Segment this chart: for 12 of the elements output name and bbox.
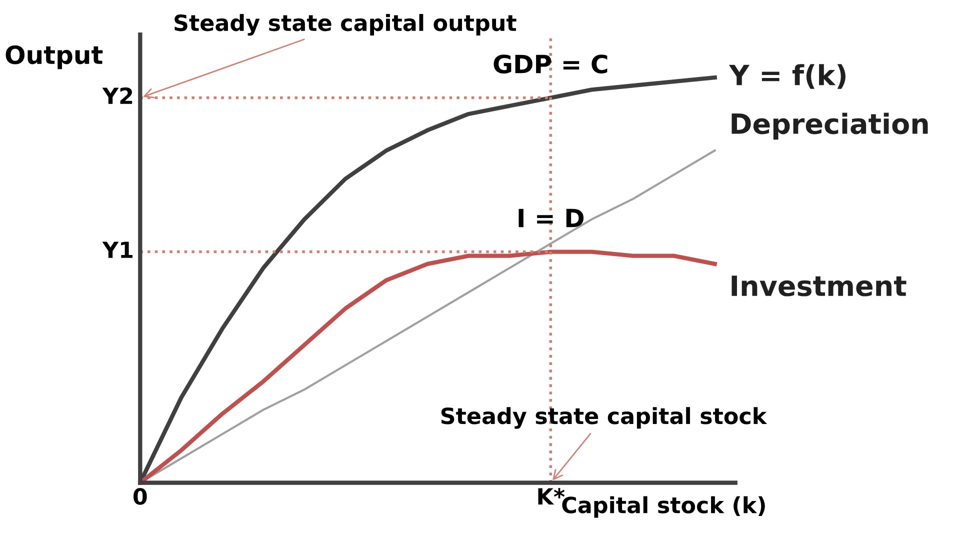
annotation: I = D bbox=[518, 208, 584, 228]
x-tick-label: 0 bbox=[133, 488, 147, 505]
y-axis-title: Output bbox=[6, 45, 103, 70]
ref-line-label: Y2 bbox=[102, 87, 132, 104]
annotation: GDP = C bbox=[494, 54, 608, 74]
annotation: Steady state capital stock bbox=[441, 407, 768, 429]
series-label: Investment bbox=[732, 276, 906, 296]
series-label: Depreciation bbox=[732, 112, 928, 140]
x-axis-title: Capital stock (k) bbox=[562, 496, 765, 518]
text: Steady state capital output bbox=[174, 14, 516, 36]
series-label: Y = f(k) bbox=[728, 64, 846, 89]
ref-line-label: Y1 bbox=[102, 242, 132, 258]
